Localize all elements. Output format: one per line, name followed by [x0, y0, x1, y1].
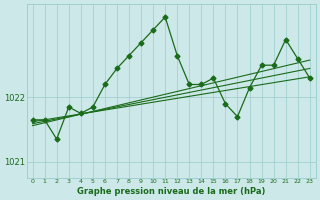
- X-axis label: Graphe pression niveau de la mer (hPa): Graphe pression niveau de la mer (hPa): [77, 187, 265, 196]
